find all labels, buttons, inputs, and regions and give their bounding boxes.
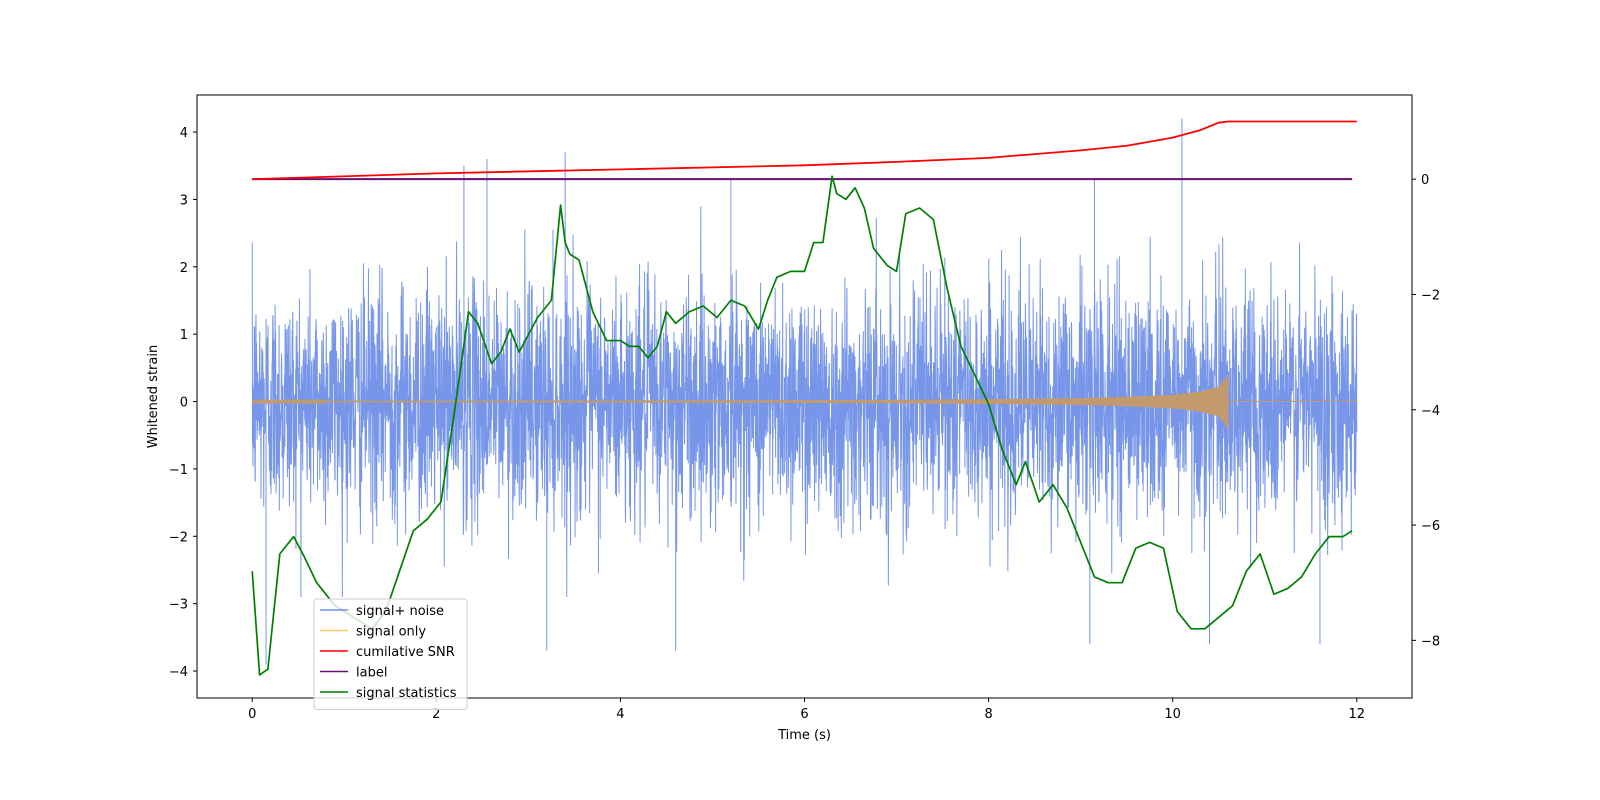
x-tick-label: 8 [984,707,992,722]
y-tick-label: 0 [180,396,188,411]
legend-label: cumilative SNR [356,645,455,660]
legend-label: signal only [356,625,426,640]
y2-tick-label: 0 [1421,173,1429,188]
series-signal-statistics-line [251,175,1353,676]
y-tick-label: 2 [180,261,188,276]
x-tick-label: 2 [432,707,440,722]
x-tick-label: 10 [1164,707,1181,722]
y-tick-label: −3 [169,598,188,613]
y-tick-label: −4 [169,665,188,680]
x-tick-label: 4 [616,707,624,722]
legend-label: signal+ noise [356,604,444,619]
y-tick-label: 4 [180,126,188,141]
y-tick-label: 1 [180,328,188,343]
y-axis-label: Whitened strain [146,345,161,448]
x-tick-label: 12 [1348,707,1365,722]
y-tick-label: −2 [169,530,188,545]
series-cumilative-snr-line [252,120,1357,181]
y-tick-label: −1 [169,463,188,478]
x-tick-label: 6 [800,707,808,722]
y2-tick-label: −6 [1421,519,1440,534]
y2-tick-label: −2 [1421,288,1440,303]
legend-box [313,598,468,710]
x-tick-label: 0 [248,707,256,722]
y-tick-label: 3 [180,193,188,208]
legend-label: signal statistics [356,686,457,701]
legend: signal+ noise signal only cumilative SNR la… [313,598,468,710]
legend-label: label [356,666,387,681]
y2-tick-label: −4 [1421,404,1440,419]
series-signal-only-line [251,374,1357,434]
y2-tick-label: −8 [1421,634,1440,649]
x-axis-label: Time (s) [777,728,831,743]
plot-layer [251,118,1358,676]
